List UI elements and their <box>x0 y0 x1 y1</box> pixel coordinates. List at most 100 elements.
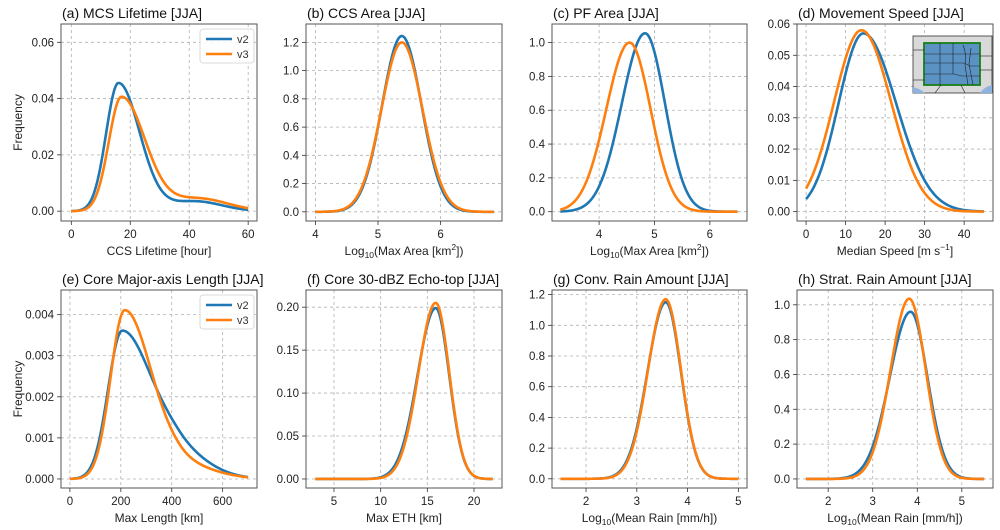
x-tick-label: 10 <box>839 229 852 241</box>
series-line-v2 <box>560 300 739 481</box>
series-line-v3 <box>805 297 985 481</box>
series-line-v2 <box>314 34 495 214</box>
inset-map <box>912 35 993 94</box>
panel-h: 2 3 4 5 0.0 0.2 0.4 0.6 0.8 1.0 (h) Strat. Rain Am… <box>774 271 994 527</box>
panel-f: 5 10 15 20 0.00 0.05 0.10 0.15 0.20 (f) Core 30-d… <box>277 271 503 525</box>
axes-frame <box>305 23 503 222</box>
axes-frame <box>796 23 994 222</box>
y-tick-label: 0.6 <box>529 382 545 394</box>
x-tick-label: 2 <box>583 496 589 508</box>
y-tick-label: 0.8 <box>529 351 545 363</box>
y-tick-label: 0.6 <box>774 369 790 381</box>
y-tick-label: 0.002 <box>25 392 54 404</box>
y-tick-label: 0.05 <box>277 431 299 443</box>
y-tick-label: 0.06 <box>32 37 54 49</box>
y-tick-label: 0.4 <box>529 139 546 151</box>
x-tick-label: 200 <box>111 496 130 508</box>
panel-c: 4 5 6 0.0 0.2 0.4 0.6 0.8 1.0 (c) PF Area [JJA] Lo… <box>529 5 748 260</box>
series-line-v2 <box>805 310 985 481</box>
y-tick-label: 0.4 <box>283 150 300 162</box>
y-tick-label: 0.03 <box>768 113 790 125</box>
y-tick-label: 0.05 <box>768 50 790 62</box>
x-tick-label: 30 <box>918 229 931 241</box>
panel-d: 0 10 20 30 40 0.00 0.01 0.02 0.03 0.04 0.05 0.06 (d)… <box>768 5 994 258</box>
panel-title: (b) CCS Area [JJA] <box>307 5 425 21</box>
x-tick-label: 0 <box>803 229 809 241</box>
y-tick-label: 0.00 <box>32 206 54 218</box>
panel-title: (g) Conv. Rain Amount [JJA] <box>553 271 729 287</box>
axes-frame <box>551 23 748 222</box>
y-tick-label: 0.2 <box>774 439 790 451</box>
x-tick-label: 5 <box>959 496 965 508</box>
x-tick-label: 4 <box>914 496 921 508</box>
y-tick-label: 0.02 <box>768 144 790 156</box>
x-tick-label: 20 <box>124 229 137 241</box>
x-tick-label: 3 <box>870 496 876 508</box>
y-tick-label: 0.02 <box>32 150 54 162</box>
series-line-v2 <box>559 32 739 213</box>
x-tick-label: 600 <box>213 496 232 508</box>
series-line-v3 <box>804 28 985 213</box>
y-tick-label: 0.001 <box>25 433 54 445</box>
series-line-v3 <box>70 95 249 213</box>
x-tick-label: 4 <box>684 496 691 508</box>
y-tick-label: 0.20 <box>277 302 299 314</box>
x-tick-label: 10 <box>374 496 387 508</box>
y-tick-label: 0.8 <box>283 94 299 106</box>
series-line-v3 <box>314 301 494 481</box>
ocean-shape <box>980 85 992 93</box>
series-line-v3 <box>69 308 249 481</box>
panel-title: (h) Strat. Rain Amount [JJA] <box>798 271 972 287</box>
y-tick-label: 0.6 <box>529 105 545 117</box>
y-tick-label: 0.000 <box>25 474 54 486</box>
axes-frame <box>551 289 748 489</box>
x-tick-label: 20 <box>468 496 481 508</box>
x-tick-label: 0 <box>67 496 73 508</box>
x-axis-label: CCS Lifetime [hour] <box>107 244 212 258</box>
y-tick-label: 0.06 <box>768 19 790 31</box>
y-tick-label: 0.003 <box>25 351 54 363</box>
y-tick-label: 0.2 <box>529 173 545 185</box>
series-line-v2 <box>70 81 249 213</box>
panel-title: (e) Core Major-axis Length [JJA] <box>62 271 264 287</box>
x-tick-label: 4 <box>596 229 603 241</box>
x-tick-label: 40 <box>183 229 196 241</box>
y-tick-label: 1.0 <box>283 66 299 78</box>
x-tick-label: 5 <box>331 496 337 508</box>
panel-title: (d) Movement Speed [JJA] <box>798 5 964 21</box>
x-tick-label: 2 <box>825 496 831 508</box>
x-axis-label: Max Length [km] <box>115 511 204 525</box>
y-tick-label: 0.04 <box>32 94 55 106</box>
y-tick-label: 0.0 <box>283 207 299 219</box>
y-tick-label: 0.15 <box>277 345 299 357</box>
panel-title: (a) MCS Lifetime [JJA] <box>62 5 202 21</box>
x-tick-label: 5 <box>375 229 381 241</box>
y-tick-label: 0.00 <box>277 474 299 486</box>
axes-frame <box>796 289 994 489</box>
x-axis-label: Log10(Max Area [km2]) <box>590 242 709 260</box>
state-border <box>924 62 980 67</box>
y-axis-label: Frequency <box>11 94 25 151</box>
legend-label-v2: v2 <box>237 34 249 46</box>
y-tick-label: 0.8 <box>529 71 545 83</box>
y-tick-label: 0.01 <box>768 175 790 187</box>
y-tick-label: 0.2 <box>283 179 299 191</box>
y-tick-label: 0.8 <box>774 335 790 347</box>
x-tick-label: 6 <box>707 229 713 241</box>
series-line-v3 <box>560 297 739 481</box>
y-tick-label: 0.6 <box>283 122 299 134</box>
y-tick-label: 0.10 <box>277 388 299 400</box>
state-border <box>960 84 966 94</box>
x-tick-label: 5 <box>735 496 741 508</box>
legend-label-v3: v3 <box>237 49 249 61</box>
state-border <box>962 44 969 86</box>
panel-title: (c) PF Area [JJA] <box>553 5 659 21</box>
axes-frame <box>60 23 258 222</box>
panel-a: 0 20 40 60 0.00 0.02 0.04 0.06 (a) MCS Lifetime … <box>11 5 258 258</box>
series-line-v3 <box>314 41 495 214</box>
x-axis-label: Log10(Mean Rain [mm/h]) <box>582 511 718 527</box>
y-tick-label: 1.2 <box>283 37 299 49</box>
x-tick-label: 15 <box>421 496 434 508</box>
x-axis-label: Max ETH [km] <box>366 511 442 525</box>
series-line-v2 <box>805 32 985 213</box>
